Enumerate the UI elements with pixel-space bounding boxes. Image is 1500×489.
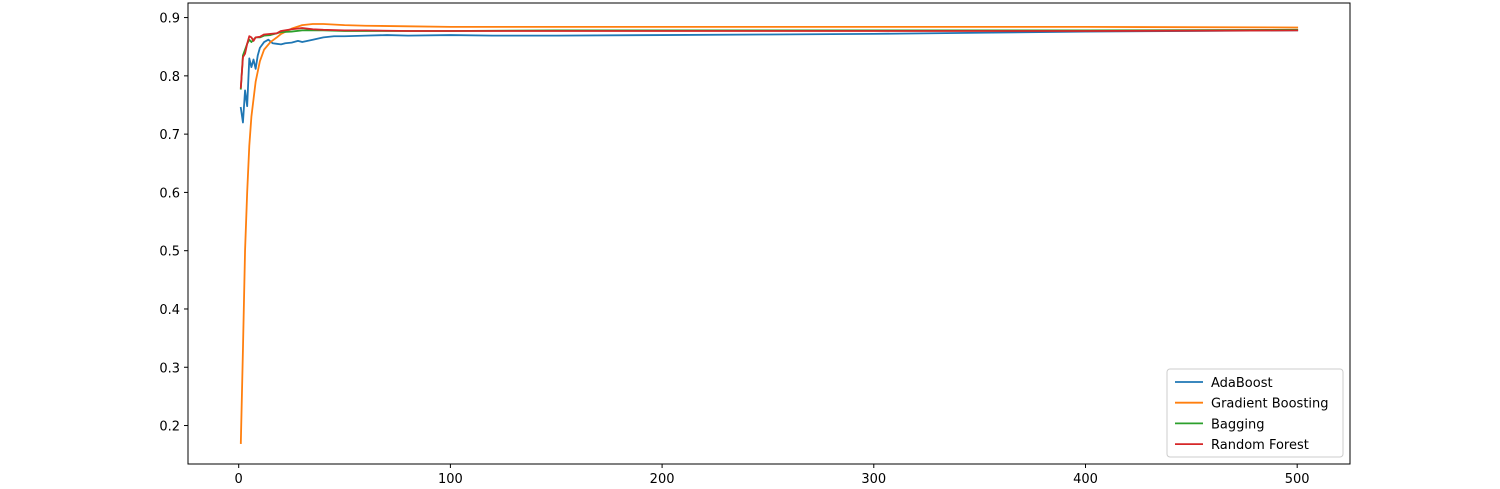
legend-box [1166,368,1344,458]
series-line-random-forest [239,27,1299,89]
x-tick-label: 300 [861,472,886,487]
y-tick-label: 0.2 [159,420,180,435]
x-tick-label: 400 [1073,472,1098,487]
series-line-bagging [239,28,1299,90]
x-tick-label: 100 [438,472,463,487]
series-line-adaboost [239,29,1299,124]
y-tick-label: 0.4 [159,303,180,318]
legend-label: Random Forest [1211,438,1309,453]
plot-lines [239,23,1299,444]
legend-label: Gradient Boosting [1211,397,1329,412]
legend-label: Bagging [1211,417,1265,432]
y-tick-label: 0.8 [159,70,180,85]
y-tick-label: 0.5 [159,245,180,260]
legend: AdaBoost Gradient Boosting Bagging Random F… [1166,368,1344,458]
axes: 0 100 200 300 400 500 0.2 0.3 0.4 0.5 0.6 0.7 0.8 0.9 [159,2,1351,487]
x-tick-label: 200 [650,472,675,487]
y-tick-label: 0.7 [159,128,180,143]
y-tick-label: 0.6 [159,186,180,201]
y-tick-label: 0.3 [159,361,180,376]
x-tick-label: 500 [1285,472,1310,487]
legend-label: AdaBoost [1211,376,1273,391]
series-line-gradient-boosting [239,23,1299,444]
y-tick-label: 0.9 [159,12,180,27]
x-tick-label: 0 [235,472,243,487]
plot-frame [187,2,1351,465]
